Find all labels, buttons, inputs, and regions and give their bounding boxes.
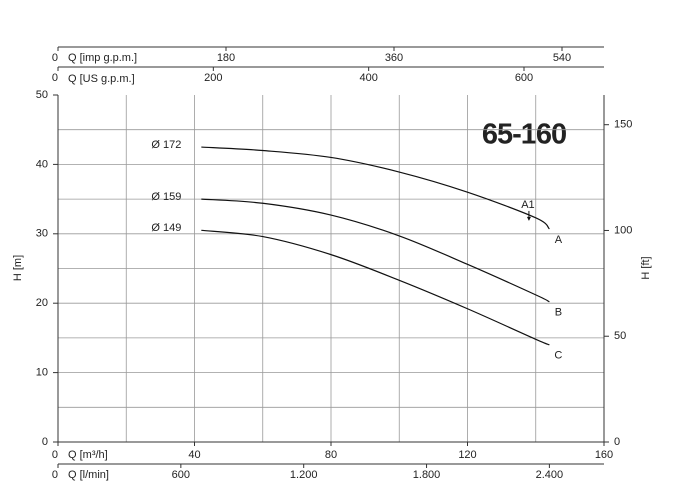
pump-curve	[201, 198, 550, 303]
series-label: Ø 159	[151, 191, 181, 203]
x-tick-label: 600	[172, 469, 190, 481]
top-axis-label: Q [US g.p.m.]	[68, 73, 135, 85]
x-tick-label: 0	[52, 449, 58, 461]
series-label: Ø 149	[151, 222, 181, 234]
y-tick-label: 10	[36, 367, 48, 379]
x-tick-label: 0	[52, 72, 58, 84]
y-tick-label: 0	[42, 436, 48, 448]
x-tick-label: 200	[204, 72, 222, 84]
y-tick-label: 40	[36, 158, 48, 170]
x-tick-label: 540	[553, 52, 571, 64]
pump-curve	[201, 146, 550, 230]
x-tick-label: 80	[325, 449, 337, 461]
x-tick-label: 600	[515, 72, 533, 84]
x-tick-label: 2.400	[536, 469, 564, 481]
x-tick-label: 120	[458, 449, 476, 461]
top-axis-label: Q [imp g.p.m.]	[68, 52, 137, 64]
x-tick-label: 1.800	[413, 469, 441, 481]
y2-tick-label: 50	[614, 330, 626, 342]
y-axis-label: H [m]	[12, 255, 24, 281]
y-tick-label: 20	[36, 297, 48, 309]
pump-curve	[201, 229, 550, 346]
y2-axis-label: H [ft]	[640, 256, 652, 279]
x-tick-label: 1.200	[290, 469, 318, 481]
x-tick-label: 160	[595, 449, 613, 461]
y2-tick-label: 150	[614, 119, 632, 131]
y-tick-label: 50	[36, 89, 48, 101]
series-label: Ø 172	[151, 139, 181, 151]
x-tick-label: 180	[217, 52, 235, 64]
x-tick-label: 0	[52, 52, 58, 64]
y-tick-label: 30	[36, 228, 48, 240]
x-axis-label: Q [m³/h]	[68, 449, 108, 461]
x-tick-label: 400	[359, 72, 377, 84]
y2-tick-label: 100	[614, 224, 632, 236]
curve-letter: C	[554, 350, 562, 362]
annotation-label: A1	[521, 199, 534, 211]
curve-letter: B	[555, 307, 562, 319]
x-tick-label: 40	[188, 449, 200, 461]
y2-tick-label: 0	[614, 436, 620, 448]
x-tick-label: 0	[52, 469, 58, 481]
x-tick-label: 360	[385, 52, 403, 64]
curve-letter: A	[555, 234, 563, 246]
chart-title: 65-160	[482, 119, 566, 151]
annotation-point	[526, 216, 531, 221]
bottom-axis-label: Q [l/min]	[68, 469, 109, 481]
